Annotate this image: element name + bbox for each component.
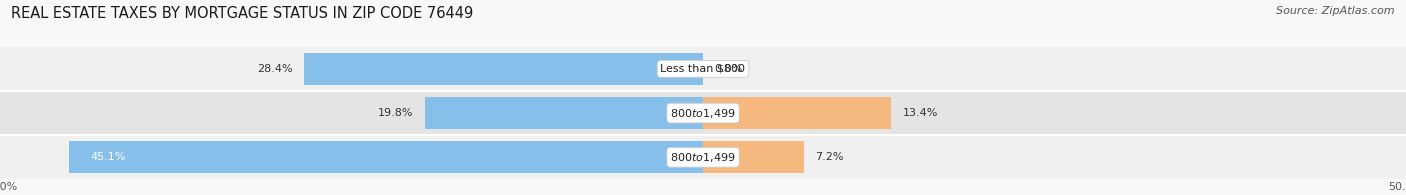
Text: 0.0%: 0.0% [714, 64, 742, 74]
Bar [69, 141, 703, 173]
Text: 13.4%: 13.4% [903, 108, 938, 118]
Text: $800 to $1,499: $800 to $1,499 [671, 151, 735, 164]
Text: REAL ESTATE TAXES BY MORTGAGE STATUS IN ZIP CODE 76449: REAL ESTATE TAXES BY MORTGAGE STATUS IN … [11, 6, 474, 21]
Bar [304, 53, 703, 85]
Bar [703, 141, 804, 173]
Bar [425, 97, 703, 129]
Text: 7.2%: 7.2% [815, 152, 844, 162]
Bar [703, 97, 891, 129]
Text: Less than $800: Less than $800 [661, 64, 745, 74]
Bar [0, 47, 1406, 91]
Bar [0, 135, 1406, 179]
Text: 45.1%: 45.1% [90, 152, 125, 162]
Text: $800 to $1,499: $800 to $1,499 [671, 107, 735, 120]
Text: Source: ZipAtlas.com: Source: ZipAtlas.com [1277, 6, 1395, 16]
Bar [0, 91, 1406, 135]
Text: 19.8%: 19.8% [378, 108, 413, 118]
Text: 28.4%: 28.4% [257, 64, 292, 74]
